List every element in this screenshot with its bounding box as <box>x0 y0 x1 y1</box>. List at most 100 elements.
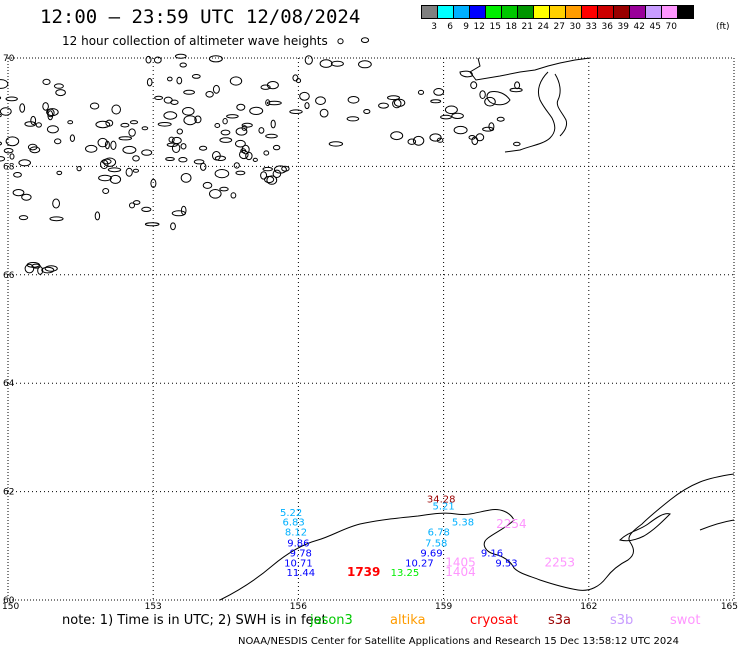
contour-blob <box>214 123 221 128</box>
contour-blob <box>170 99 179 106</box>
legend-satellite-jason3: jason3 <box>310 613 353 628</box>
map-subtitle: 12 hour collection of altimeter wave hei… <box>62 34 328 48</box>
satellite-legend: note: 1) Time is in UTC; 2) SWH is in fe… <box>0 613 740 631</box>
contour-blob <box>145 55 152 64</box>
contour-blob <box>55 89 66 97</box>
contour-blob <box>46 125 59 134</box>
wave-height-reading: 9.53 <box>495 558 517 569</box>
wave-height-reading: 34.28 <box>427 494 456 505</box>
contour-blob <box>24 121 37 127</box>
wave-height-reading: 9.69 <box>420 549 442 560</box>
contour-blob <box>35 122 42 128</box>
contour-blob <box>200 162 207 171</box>
contour-blob <box>407 138 417 145</box>
contour-blob <box>222 118 228 125</box>
wave-height-reading: 2253 <box>545 555 576 569</box>
legend-satellite-s3a: s3a <box>548 613 572 628</box>
wave-height-reading: 10.27 <box>405 558 434 569</box>
color-scale-tick-label: 36 <box>601 22 613 32</box>
contour-blob <box>5 96 18 102</box>
contour-blob <box>176 76 183 85</box>
contour-blob <box>509 87 523 93</box>
contour-blob <box>304 102 310 110</box>
contour-blob <box>18 159 32 167</box>
contour-blob <box>170 222 176 231</box>
contour-blob <box>193 159 205 165</box>
contour-blob <box>378 102 389 109</box>
color-scale-tick-label: 42 <box>633 22 645 32</box>
contour-blob <box>239 149 249 160</box>
longitude-label: 150 <box>2 602 19 612</box>
contour-blob <box>496 116 505 122</box>
wave-height-reading: 1404 <box>445 565 476 579</box>
color-scale-bar <box>421 5 694 19</box>
contour-blob <box>76 166 82 172</box>
coastline <box>219 57 735 601</box>
contour-blob <box>128 128 136 137</box>
contour-blob <box>260 171 268 180</box>
contour-blob <box>154 95 164 101</box>
latitude-label: 66 <box>3 271 15 281</box>
legend-note: note: 1) Time is in UTC; 2) SWH is in fe… <box>62 613 327 628</box>
wave-height-reading: 10.71 <box>284 558 313 569</box>
contour-blob <box>42 102 49 111</box>
contour-blob <box>272 144 281 151</box>
contour-blob <box>21 193 32 201</box>
contour-blob <box>5 136 20 147</box>
contour-blob <box>30 115 37 126</box>
legend-satellite-cryosat: cryosat <box>470 613 518 628</box>
contour-blob <box>346 116 360 122</box>
contour-blob <box>42 78 51 86</box>
contour-blob <box>183 89 196 95</box>
contour-blob <box>44 265 58 272</box>
credit-footer: NOAA/NESDIS Center for Satellite Applica… <box>238 636 680 647</box>
contour-blob <box>180 205 187 216</box>
contour-blob <box>245 151 253 161</box>
color-scale-tick-label: 24 <box>537 22 549 32</box>
contour-blob <box>182 107 195 116</box>
contour-blob <box>0 156 6 162</box>
contour-blob <box>412 135 425 146</box>
wave-height-reading: 9.86 <box>287 538 309 549</box>
contour-blob <box>319 108 329 118</box>
contour-blob <box>393 98 406 107</box>
contour-blob <box>157 122 172 127</box>
contour-blob <box>347 96 360 104</box>
contour-blob <box>337 38 344 45</box>
contour-blob <box>129 120 139 125</box>
color-scale-swatch <box>677 5 694 19</box>
legend-satellite-altika: altika <box>390 613 426 628</box>
wave-height-reading: 1739 <box>347 565 380 579</box>
contour-blob <box>453 125 468 135</box>
contour-blob <box>358 60 372 69</box>
contour-blob <box>101 158 112 165</box>
color-scale-tick-label: 45 <box>649 22 661 32</box>
color-scale-tick-label: 6 <box>447 22 453 32</box>
contour-blob <box>230 192 237 199</box>
contour-blob <box>13 172 22 178</box>
contour-blob <box>219 186 229 192</box>
longitude-label: 162 <box>580 602 597 612</box>
contour-blob <box>470 81 478 90</box>
contour-blob <box>328 141 344 147</box>
wave-height-reading: 9.16 <box>481 549 503 560</box>
color-scale-tick-label: 30 <box>569 22 581 32</box>
contour-blob <box>109 174 122 184</box>
altimeter-observations: 34.285.21 5.226.83 5.38 2254 8.12 6.78 9.86 7.5… <box>280 494 575 579</box>
wave-height-reading: 6.83 <box>282 518 304 529</box>
contour-blob <box>56 170 63 176</box>
contour-blob <box>241 122 253 128</box>
contour-blob <box>258 127 265 134</box>
contour-blob <box>451 112 464 120</box>
latitude-label: 70 <box>3 54 15 64</box>
contour-blob <box>513 141 521 147</box>
contour-blob <box>163 111 178 120</box>
wave-height-reading: 1405 <box>445 555 476 569</box>
contour-blob <box>208 55 223 63</box>
contour-blob <box>132 155 140 162</box>
color-scale-tick-label: 33 <box>585 22 597 32</box>
contour-blob <box>180 143 187 150</box>
contour-blob <box>67 120 74 125</box>
